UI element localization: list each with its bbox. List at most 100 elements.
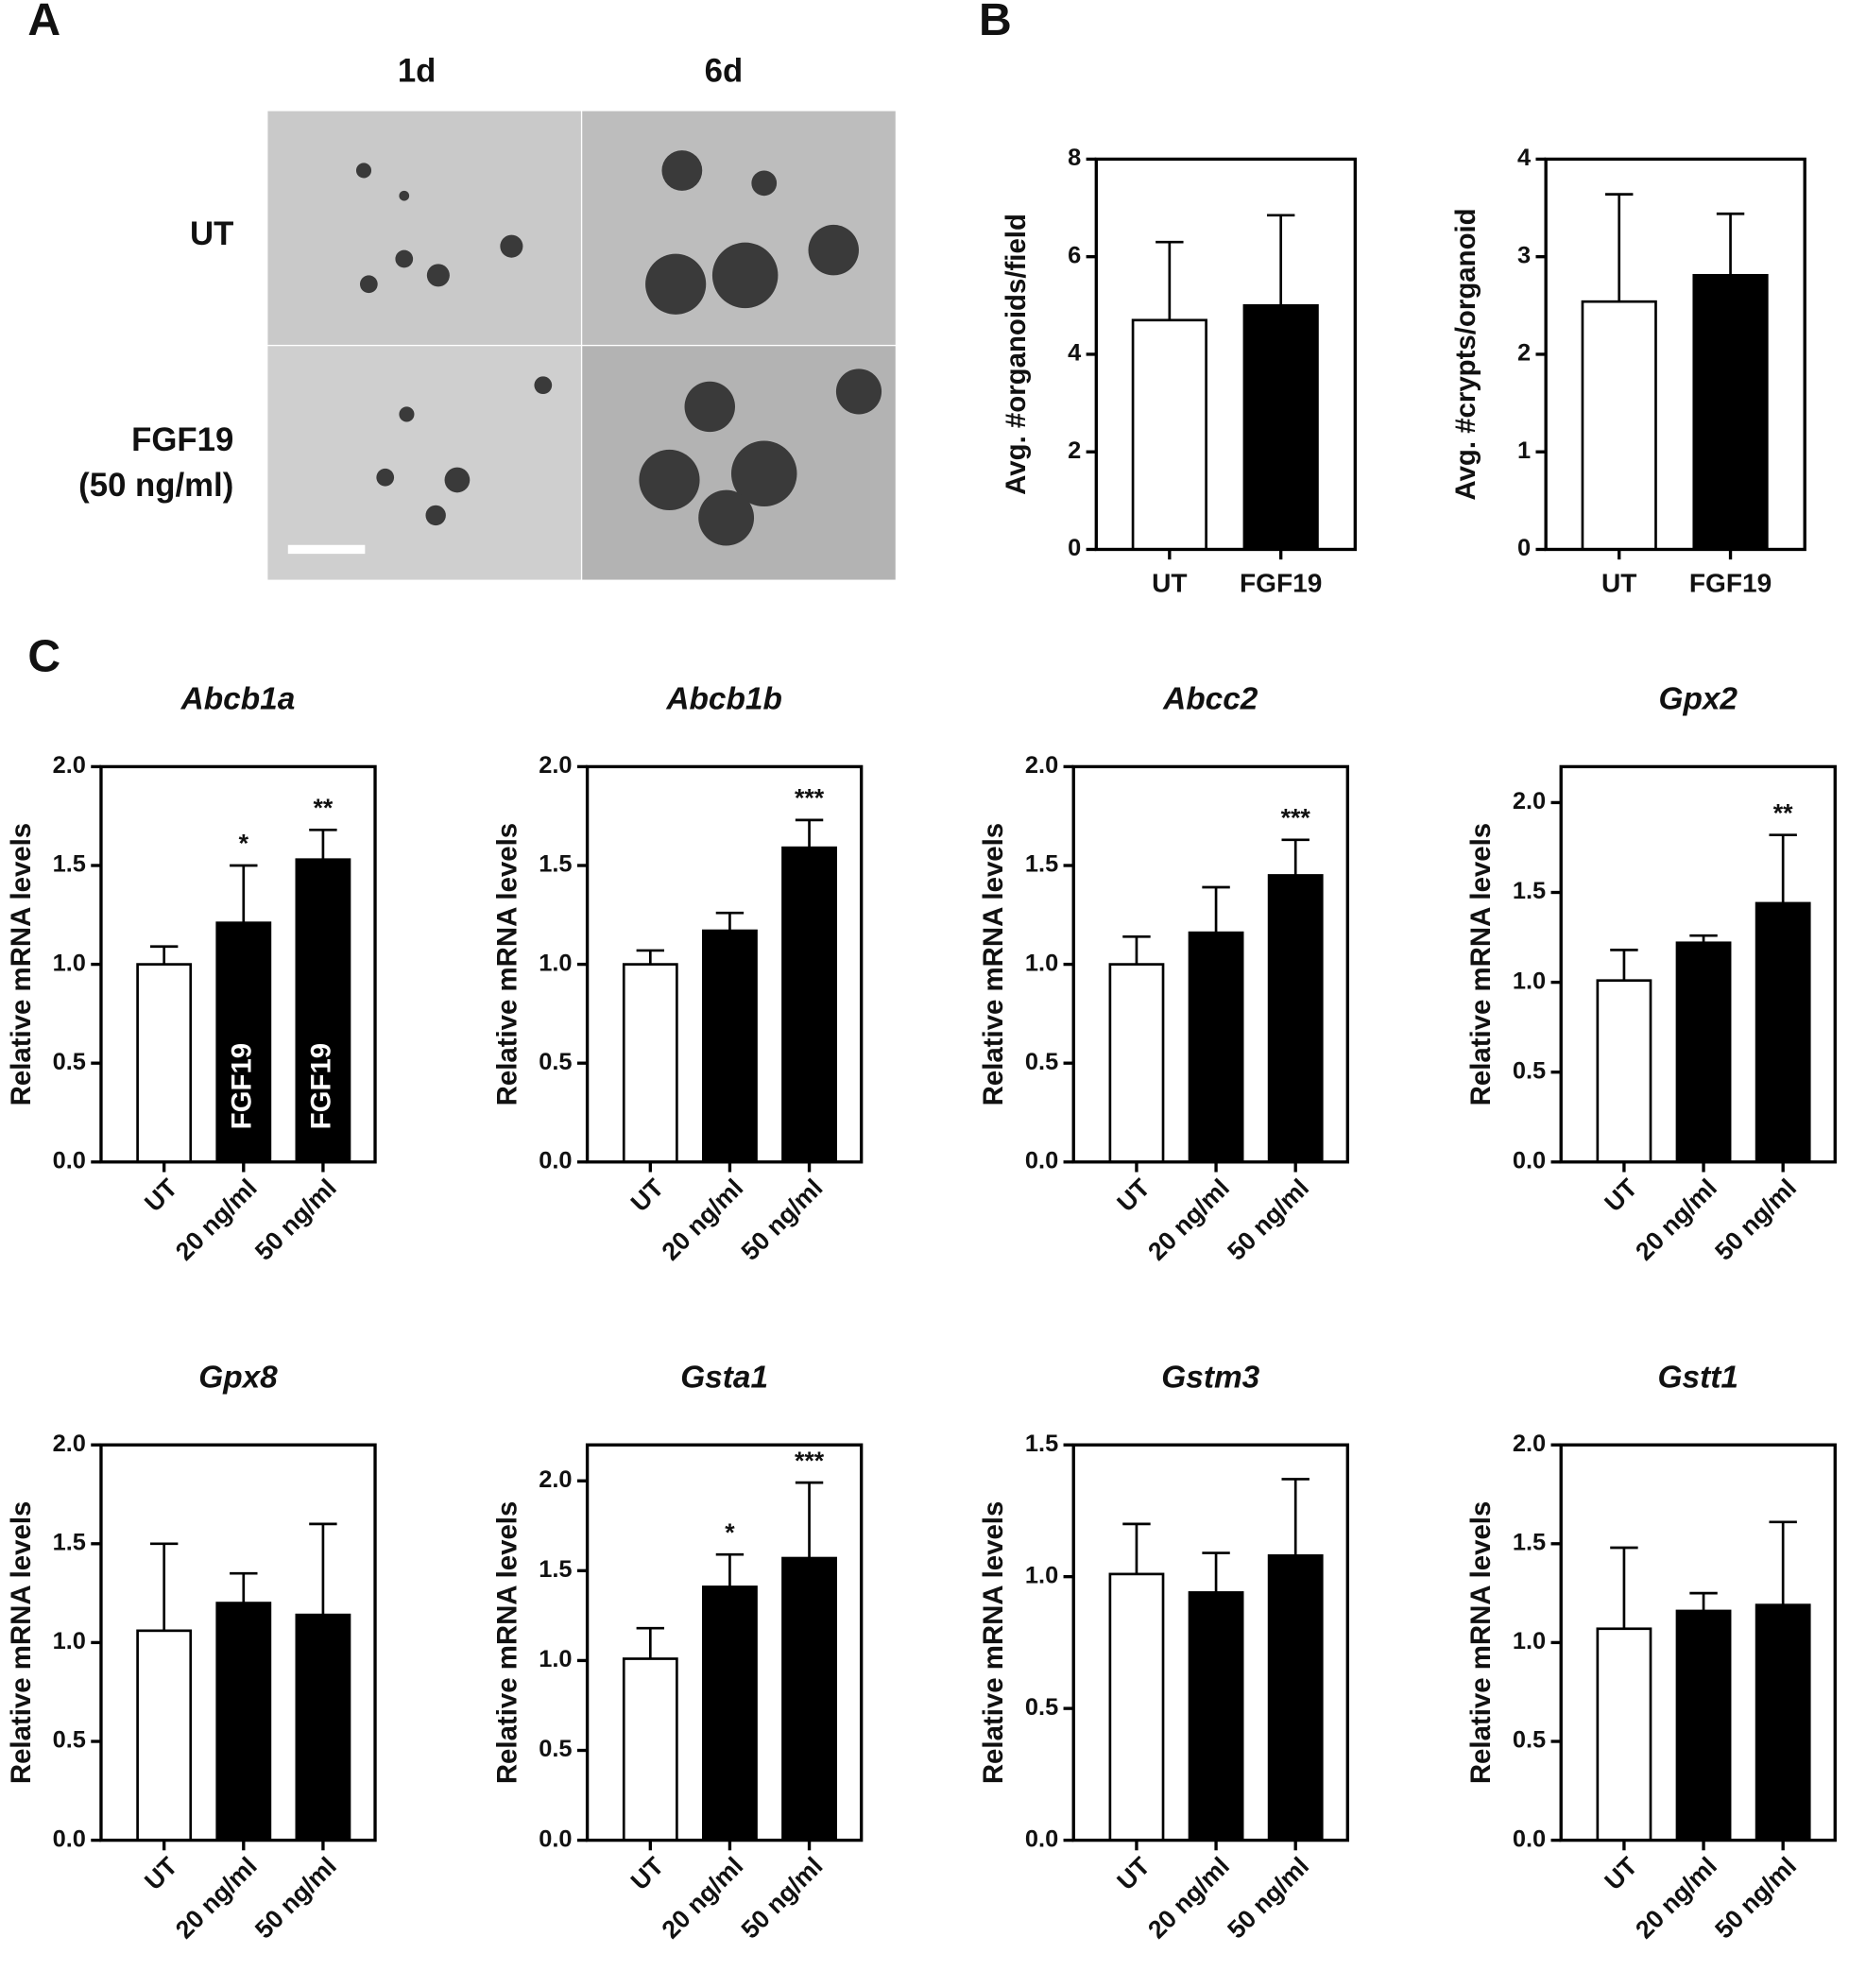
column-label: 1d	[398, 54, 437, 90]
x-tick-label: 50 ng/ml	[1709, 1852, 1802, 1945]
chart: Abcb1b Relative mRNA levels 0.0 0.5 1.0 1.5 2.…	[491, 682, 864, 1266]
chart: Avg. #organoids/field 0 2 4 6 8 UT FGF19	[1001, 145, 1357, 597]
bar	[622, 963, 678, 1164]
x-tick-label: 50 ng/ml	[249, 1174, 342, 1266]
bar	[781, 846, 837, 1164]
micrograph	[267, 111, 581, 345]
plot-frame	[585, 764, 864, 1164]
chart-title: Abcb1b	[665, 682, 782, 717]
y-tick-label: 1.5	[1025, 1431, 1058, 1457]
y-tick-label: 1.5	[1025, 851, 1058, 878]
y-tick-label: 2.0	[539, 752, 572, 779]
micrograph-panel: 1d 6d UT FGF19 (50 ng/ml)	[78, 54, 896, 580]
x-tick-label: UT	[1152, 568, 1187, 597]
y-axis-label: Avg. #organoids/field	[1001, 214, 1032, 495]
bar	[781, 1556, 837, 1842]
y-tick-label: 1.5	[539, 851, 572, 878]
y-tick-label: 4	[1517, 145, 1531, 171]
plot-frame	[1071, 1443, 1349, 1842]
x-tick-label: UT	[139, 1851, 183, 1895]
plot-frame	[1071, 764, 1349, 1164]
y-tick-label: 1.0	[1025, 1562, 1058, 1588]
significance: ***	[795, 1447, 825, 1475]
y-axis-label: Relative mRNA levels	[6, 1501, 37, 1785]
chart-title: Abcb1a	[180, 682, 296, 717]
significance: **	[1773, 798, 1793, 827]
chart: Gsta1 Relative mRNA levels 0.0 0.5 1.0 1.5 2.0…	[491, 1361, 864, 1945]
y-tick-label: 0.5	[539, 1049, 572, 1075]
plot-frame	[1544, 157, 1806, 552]
chart-title: Gsta1	[680, 1361, 768, 1396]
y-tick-label: 0	[1068, 535, 1081, 561]
y-tick-label: 0.0	[1025, 1825, 1058, 1852]
chart-title: Gstm3	[1161, 1361, 1259, 1396]
chart-title: Gpx8	[198, 1361, 278, 1396]
y-axis-label: Relative mRNA levels	[978, 823, 1009, 1106]
micrograph	[267, 346, 581, 580]
x-tick-label: 50 ng/ml	[249, 1852, 342, 1945]
x-tick-label: FGF19	[1240, 568, 1322, 597]
x-tick-label: UT	[1599, 1173, 1643, 1217]
bar	[1242, 303, 1319, 551]
bar	[1692, 273, 1769, 551]
y-axis-label: Avg. #crypts/organoid	[1450, 208, 1481, 500]
x-tick-label: UT	[1601, 568, 1636, 597]
significance: ***	[795, 784, 825, 813]
y-tick-label: 1.0	[1025, 950, 1058, 976]
x-tick-label: UT	[1111, 1851, 1156, 1895]
organoids	[355, 150, 882, 546]
x-tick-label: UT	[625, 1173, 670, 1217]
y-tick-label: 1.5	[1513, 1530, 1546, 1556]
x-tick-label: UT	[625, 1851, 670, 1895]
chart-title: Gpx2	[1658, 682, 1738, 717]
y-tick-label: 2.0	[1513, 1431, 1546, 1457]
y-tick-label: 4	[1068, 340, 1081, 367]
bar	[622, 1657, 678, 1842]
x-tick-label: 50 ng/ml	[1222, 1174, 1314, 1266]
y-tick-label: 2.0	[53, 752, 86, 779]
plot-frame	[1559, 1443, 1837, 1842]
y-tick-label: 8	[1068, 145, 1081, 171]
y-axis-label: Relative mRNA levels	[491, 823, 522, 1106]
x-tick-label: 20 ng/ml	[170, 1852, 263, 1945]
y-tick-label: 0.5	[1513, 1057, 1546, 1084]
chart: Gpx8 Relative mRNA levels 0.0 0.5 1.0 1.5 2.0 U…	[6, 1361, 377, 1945]
bar	[295, 858, 351, 1164]
y-axis-label: Relative mRNA levels	[491, 1501, 522, 1785]
bar-label: FGF19	[227, 1043, 258, 1129]
x-tick-label: UT	[1111, 1173, 1156, 1217]
bar	[215, 921, 272, 1164]
y-tick-label: 1.0	[539, 950, 572, 976]
significance: **	[314, 794, 334, 822]
bar	[1675, 1609, 1732, 1842]
bar	[1596, 1627, 1652, 1842]
bar	[1596, 979, 1652, 1164]
y-tick-label: 0.5	[1025, 1049, 1058, 1075]
bar	[1108, 1572, 1165, 1842]
bar	[1131, 318, 1207, 551]
bar	[136, 963, 193, 1164]
x-tick-label: 50 ng/ml	[736, 1174, 829, 1266]
y-tick-label: 0.0	[539, 1825, 572, 1852]
bar-label: FGF19	[306, 1043, 337, 1129]
y-axis-label: Relative mRNA levels	[1465, 823, 1497, 1105]
y-axis-label: Relative mRNA levels	[978, 1501, 1009, 1785]
bar	[1267, 874, 1324, 1164]
plot-frame	[1094, 157, 1357, 552]
y-axis-label: Relative mRNA levels	[6, 823, 37, 1105]
y-tick-label: 1.5	[1513, 878, 1546, 904]
x-tick-label: UT	[1599, 1851, 1643, 1895]
row-label: FGF19	[131, 422, 233, 458]
x-tick-label: 20 ng/ml	[657, 1852, 749, 1945]
y-tick-label: 0.0	[539, 1147, 572, 1174]
y-tick-label: 2.0	[53, 1431, 86, 1457]
y-tick-label: 0.0	[53, 1147, 86, 1174]
plot-frame	[585, 1443, 864, 1842]
y-tick-label: 0.0	[1025, 1147, 1058, 1174]
y-tick-label: 1	[1517, 437, 1531, 464]
micrograph	[582, 111, 896, 345]
bar	[702, 1585, 758, 1842]
x-tick-label: 20 ng/ml	[657, 1174, 749, 1266]
chart-title: Gstt1	[1658, 1361, 1738, 1396]
